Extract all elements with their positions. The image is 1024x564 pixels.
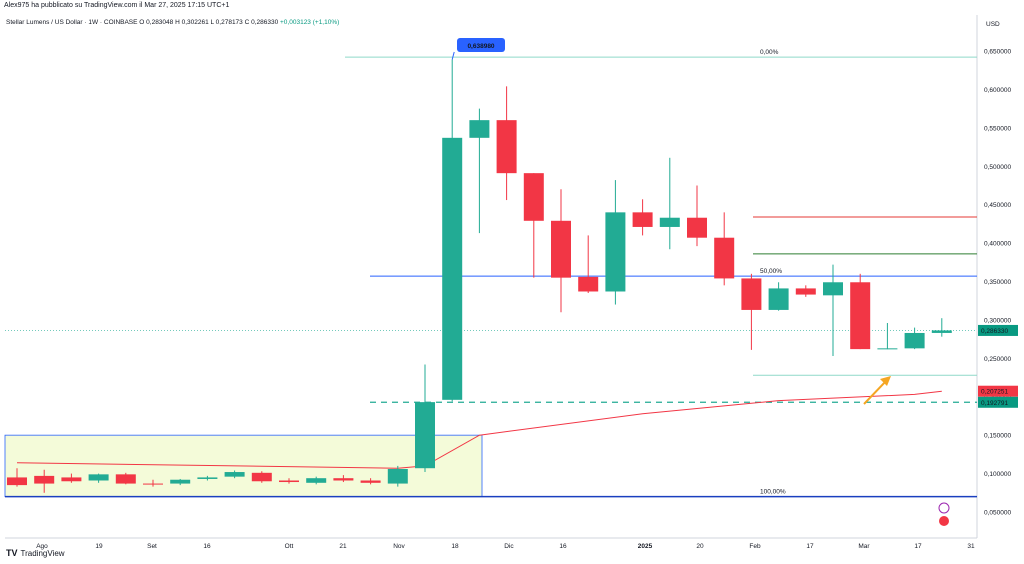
candle-body[interactable] xyxy=(741,278,762,310)
candle-body[interactable] xyxy=(279,480,299,483)
price-tick-label: 0,650000 xyxy=(984,49,1011,56)
time-tick-label: Feb xyxy=(749,543,761,550)
time-tick-label: 2025 xyxy=(638,543,653,550)
fib-level-label: 0,00% xyxy=(760,49,779,56)
price-tick-label: 0,300000 xyxy=(984,317,1011,324)
candle-body[interactable] xyxy=(415,402,435,469)
candle-body[interactable] xyxy=(823,282,843,296)
fib-level-label: 50,00% xyxy=(760,268,782,275)
high-callout-badge[interactable] xyxy=(457,38,505,52)
annotation-arrow-head xyxy=(880,376,891,386)
time-tick-label: Dic xyxy=(504,543,514,550)
price-tick-label: 0,150000 xyxy=(984,433,1011,440)
candle-body[interactable] xyxy=(306,478,327,483)
time-tick-label: 31 xyxy=(967,543,975,550)
price-tick-label: 0,050000 xyxy=(984,510,1011,517)
candle-body[interactable] xyxy=(714,237,735,279)
symbol-name[interactable]: Stellar Lumens / US Dollar · 1W · COINBA… xyxy=(6,19,138,26)
price-change: +0,003123 (+1,10%) xyxy=(280,19,340,26)
time-tick-label: Ott xyxy=(285,543,294,550)
candle-body[interactable] xyxy=(251,472,272,482)
price-tick-label: 0,500000 xyxy=(984,164,1011,171)
time-tick-label: 17 xyxy=(914,543,922,550)
price-tick-label: 0,400000 xyxy=(984,241,1011,248)
tradingview-brand[interactable]: TV TradingView xyxy=(6,548,65,558)
ohlc-values: O 0,283048 H 0,302261 L 0,278173 C 0,286… xyxy=(139,19,279,26)
candle-body[interactable] xyxy=(88,474,109,481)
price-axis-badge-label: 0,207251 xyxy=(981,389,1008,396)
us-flag-event-icon[interactable] xyxy=(939,516,949,526)
candle-body[interactable] xyxy=(578,276,599,292)
time-tick-label: 20 xyxy=(696,543,704,550)
candle-body[interactable] xyxy=(551,220,571,278)
time-tick-label: Set xyxy=(147,543,157,550)
time-tick-label: Mar xyxy=(858,543,870,550)
candle-body[interactable] xyxy=(687,217,707,238)
candle-body[interactable] xyxy=(115,474,136,484)
high-callout-label: 0,638980 xyxy=(467,43,494,50)
price-tick-label: 0,550000 xyxy=(984,125,1011,132)
symbol-info: Stellar Lumens / US Dollar · 1W · COINBA… xyxy=(6,19,339,26)
candle-body[interactable] xyxy=(61,477,82,482)
candle-body[interactable] xyxy=(34,475,55,484)
candle-body[interactable] xyxy=(360,480,381,483)
candle-body[interactable] xyxy=(904,332,925,349)
candle-body[interactable] xyxy=(143,483,163,485)
moving-average-line[interactable] xyxy=(16,390,942,469)
time-tick-label: 16 xyxy=(559,543,567,550)
candle-body[interactable] xyxy=(659,217,680,227)
price-axis-badge xyxy=(978,324,1018,336)
price-axis-badge-label: 0,192791 xyxy=(981,400,1008,407)
candle-body[interactable] xyxy=(605,212,626,292)
price-tick-label: 0,350000 xyxy=(984,279,1011,286)
candle-body[interactable] xyxy=(877,348,898,350)
price-tick-label: 0,450000 xyxy=(984,202,1011,209)
tradingview-logo-icon: TV xyxy=(6,548,18,558)
candle-body[interactable] xyxy=(768,288,789,310)
price-axis-badge xyxy=(978,396,1018,408)
candle-body[interactable] xyxy=(632,212,653,227)
candle-body[interactable] xyxy=(496,120,517,174)
time-tick-label: 21 xyxy=(339,543,347,550)
candle-body[interactable] xyxy=(795,288,816,295)
brand-label: TradingView xyxy=(20,548,65,558)
price-axis-badge xyxy=(978,385,1018,397)
fib-level-label: 100,00% xyxy=(760,489,786,496)
candle-body[interactable] xyxy=(333,478,354,481)
candle-body[interactable] xyxy=(931,330,952,333)
candle-body[interactable] xyxy=(442,137,463,400)
time-tick-label: 19 xyxy=(95,543,103,550)
price-axis-badge-label: 0,286330 xyxy=(981,328,1008,335)
price-tick-label: 0,600000 xyxy=(984,87,1011,94)
price-tick-label: 0,100000 xyxy=(984,471,1011,478)
time-tick-label: 16 xyxy=(203,543,211,550)
publish-line: Alex975 ha pubblicato su TradingView.com… xyxy=(4,2,230,9)
candle-body[interactable] xyxy=(850,282,871,350)
candle-body[interactable] xyxy=(224,472,245,477)
candle-body[interactable] xyxy=(523,173,544,221)
annotation-arrow[interactable] xyxy=(863,379,888,405)
time-tick-label: Ago xyxy=(36,543,48,550)
candle-body[interactable] xyxy=(387,468,408,484)
price-tick-label: 0,250000 xyxy=(984,356,1011,363)
candle-body[interactable] xyxy=(170,479,191,484)
currency-label: USD xyxy=(986,21,1000,28)
time-tick-label: 18 xyxy=(451,543,459,550)
time-tick-label: Nov xyxy=(393,543,405,550)
candle-body[interactable] xyxy=(7,477,27,486)
lightning-event-icon[interactable] xyxy=(938,502,950,514)
candle-body[interactable] xyxy=(469,120,490,138)
candle-body[interactable] xyxy=(197,477,218,479)
high-callout-pointer xyxy=(451,51,455,60)
time-tick-label: 17 xyxy=(806,543,814,550)
